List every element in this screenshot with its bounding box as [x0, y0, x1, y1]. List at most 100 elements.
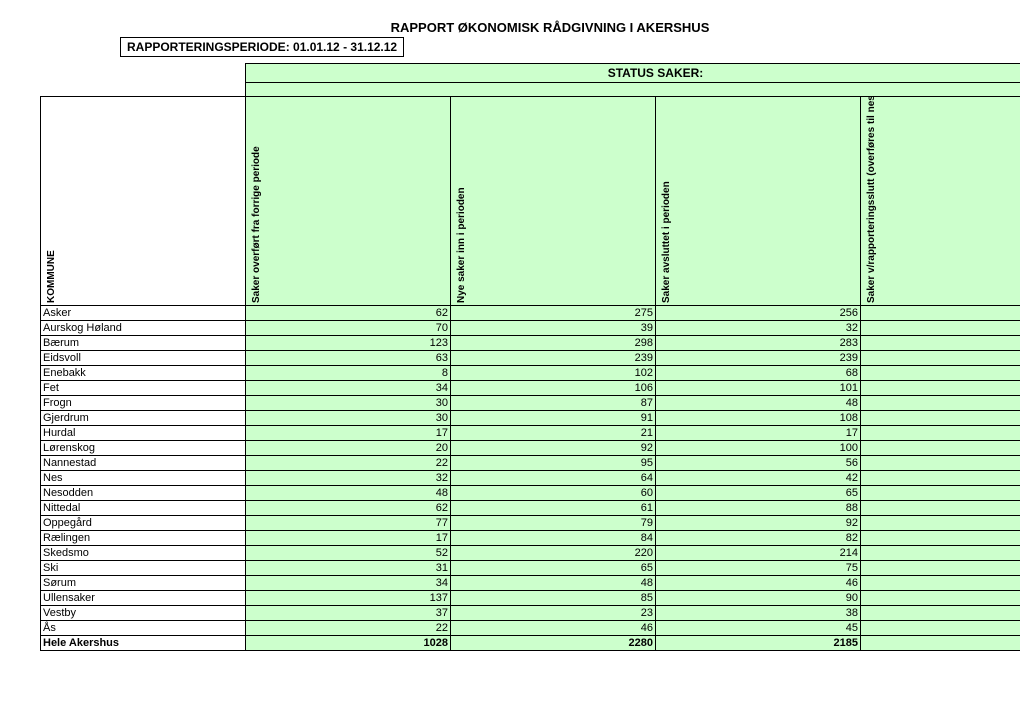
value-cell: 1129	[861, 636, 1020, 651]
value-cell: 45	[656, 621, 861, 636]
value-cell: 48	[246, 486, 451, 501]
value-cell: 60	[451, 486, 656, 501]
value-cell: 85	[451, 591, 656, 606]
value-cell: 62	[246, 306, 451, 321]
kommune-cell: Hurdal	[41, 426, 246, 441]
value-cell: 90	[656, 591, 861, 606]
kommune-cell: Ski	[41, 561, 246, 576]
report-period: RAPPORTERINGSPERIODE: 01.01.12 - 31.12.1…	[120, 37, 404, 57]
kommune-cell: Rælingen	[41, 531, 246, 546]
value-cell: 283	[656, 336, 861, 351]
kommune-cell: Asker	[41, 306, 246, 321]
value-cell: 61	[451, 501, 656, 516]
table-row: Fet3410610139404801524231139471523338	[41, 381, 1020, 396]
kommune-cell: Enebakk	[41, 366, 246, 381]
value-cell: 23	[451, 606, 656, 621]
table-row: Oppegård77799264234169152554227162145246	[41, 516, 1020, 531]
value-cell: 20	[246, 441, 451, 456]
value-cell: 56	[656, 456, 861, 471]
column-header-row: KOMMUNE Saker overført fra forrige perio…	[41, 97, 1020, 306]
value-cell: 39	[451, 321, 656, 336]
value-cell: 256	[656, 306, 861, 321]
value-cell: 48	[451, 576, 656, 591]
value-cell: 82	[656, 531, 861, 546]
value-cell: 1028	[246, 636, 451, 651]
sub-section-row: Nye saker henvist fra: Komm. prob.: Resu…	[41, 83, 1020, 97]
value-cell: 65	[451, 561, 656, 576]
kommune-cell: Frogn	[41, 396, 246, 411]
value-cell: 138	[861, 336, 1020, 351]
kommune-cell: Ullensaker	[41, 591, 246, 606]
value-cell: 62	[246, 501, 451, 516]
value-cell: 214	[656, 546, 861, 561]
value-cell: 54	[861, 471, 1020, 486]
table-row: Enebakk810268422462244396122110317131139	[41, 366, 1020, 381]
value-cell: 239	[451, 351, 656, 366]
kommune-cell: Sørum	[41, 576, 246, 591]
kommune-cell: Fet	[41, 381, 246, 396]
kommune-cell: Ås	[41, 621, 246, 636]
table-row: Bærum12329828313810117225010112001199331…	[41, 336, 1020, 351]
value-cell: 77	[246, 516, 451, 531]
value-cell: 68	[656, 366, 861, 381]
value-cell: 84	[451, 531, 656, 546]
value-cell: 19	[861, 531, 1020, 546]
value-cell: 22	[861, 606, 1020, 621]
value-cell: 77	[861, 321, 1020, 336]
value-cell: 61	[861, 456, 1020, 471]
value-cell: 64	[861, 516, 1020, 531]
col-h2: Nye saker inn i perioden	[456, 103, 467, 303]
kommune-cell: Gjerdrum	[41, 411, 246, 426]
value-cell: 34	[246, 576, 451, 591]
col-h1: Saker overført fra forrige periode	[251, 103, 262, 303]
kommune-cell: Eidsvoll	[41, 351, 246, 366]
value-cell: 101	[656, 381, 861, 396]
kommune-cell: Oppegård	[41, 516, 246, 531]
value-cell: 38	[656, 606, 861, 621]
table-row: Ullensaker137859013217510176023817271564…	[41, 591, 1020, 606]
col-h4: Saker v/rapporteringsslutt (overføres ti…	[866, 103, 877, 303]
value-cell: 35	[861, 501, 1020, 516]
value-cell: 22	[246, 456, 451, 471]
value-cell: 17	[656, 426, 861, 441]
value-cell: 92	[656, 516, 861, 531]
table-row: Gjerdrum30911081314616101417720629101310…	[41, 411, 1020, 426]
value-cell: 298	[451, 336, 656, 351]
value-cell: 13	[861, 411, 1020, 426]
value-cell: 100	[656, 441, 861, 456]
value-cell: 8	[246, 366, 451, 381]
value-cell: 87	[861, 306, 1020, 321]
totals-row: Hele Akershus102822802185112971711261333…	[41, 636, 1020, 651]
value-cell: 65	[656, 486, 861, 501]
value-cell: 43	[861, 486, 1020, 501]
value-cell: 12	[861, 441, 1020, 456]
value-cell: 39	[861, 381, 1020, 396]
value-cell: 108	[656, 411, 861, 426]
value-cell: 220	[451, 546, 656, 561]
value-cell: 123	[246, 336, 451, 351]
value-cell: 69	[861, 396, 1020, 411]
table-row: Frogn3087486946553322041661483316	[41, 396, 1020, 411]
table-row: Ski3165752135231642147163614266115	[41, 561, 1020, 576]
value-cell: 2280	[451, 636, 656, 651]
value-cell: 106	[451, 381, 656, 396]
value-cell: 17	[246, 426, 451, 441]
value-cell: 95	[451, 456, 656, 471]
kommune-cell: Vestby	[41, 606, 246, 621]
kommune-cell: Nannestad	[41, 456, 246, 471]
value-cell: 37	[246, 606, 451, 621]
value-cell: 132	[861, 591, 1020, 606]
value-cell: 30	[246, 411, 451, 426]
table-row: Asker62275256878913112435291125263433920…	[41, 306, 1020, 321]
value-cell: 32	[246, 471, 451, 486]
kommune-cell: Nittedal	[41, 501, 246, 516]
value-cell: 75	[656, 561, 861, 576]
table-row: Hurdal172117218607710311032194	[41, 426, 1020, 441]
kommune-cell: Nesodden	[41, 486, 246, 501]
value-cell: 30	[246, 396, 451, 411]
value-cell: 48	[656, 396, 861, 411]
table-row: Lørenskog2092100123238616113655715176122…	[41, 441, 1020, 456]
value-cell: 102	[451, 366, 656, 381]
value-cell: 88	[656, 501, 861, 516]
table-row: Nes32644254132522441351653163317	[41, 471, 1020, 486]
